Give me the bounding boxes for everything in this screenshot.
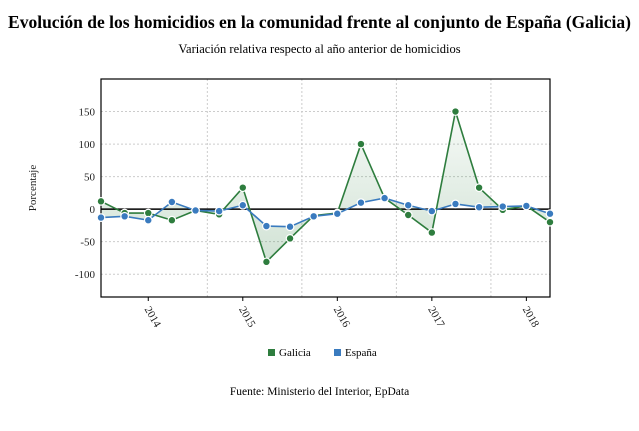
legend-label: España xyxy=(345,347,377,359)
x-tick-label: 2018 xyxy=(520,305,542,330)
data-point-españa xyxy=(96,213,106,223)
data-point-galicia xyxy=(167,215,177,225)
x-tick-label: 2017 xyxy=(425,305,447,330)
chart-title: Evolución de los homicidios en la comuni… xyxy=(8,12,631,32)
y-tick-label: -50 xyxy=(80,237,95,249)
y-tick-label: 0 xyxy=(90,204,96,216)
data-point-españa xyxy=(521,201,531,211)
data-point-galicia xyxy=(96,196,106,206)
data-point-galicia xyxy=(285,234,295,243)
plot-frame xyxy=(100,78,551,298)
data-point-españa xyxy=(191,206,200,215)
y-tick-label: 100 xyxy=(79,139,96,151)
data-point-españa xyxy=(238,200,248,210)
legend-marker xyxy=(268,349,275,356)
chart-subtitle: Variación relativa respecto al año anter… xyxy=(178,42,461,56)
x-tick-label: 2015 xyxy=(236,305,258,330)
data-point-españa xyxy=(120,211,130,221)
data-point-españa xyxy=(474,202,484,212)
data-point-galicia xyxy=(474,183,484,193)
data-point-galicia xyxy=(356,139,366,149)
data-point-españa xyxy=(403,200,413,210)
data-point-galicia xyxy=(143,208,153,218)
data-point-galicia xyxy=(545,217,555,227)
data-point-galicia xyxy=(427,228,437,237)
x-tick-label: 2016 xyxy=(331,305,353,330)
x-tick-label: 2014 xyxy=(142,305,164,330)
data-point-españa xyxy=(451,199,460,209)
data-point-españa xyxy=(380,193,389,203)
data-point-españa xyxy=(309,211,319,221)
data-point-españa xyxy=(427,206,437,216)
data-point-galicia xyxy=(403,210,413,220)
data-point-galicia xyxy=(262,257,271,267)
data-point-españa xyxy=(143,215,153,225)
y-tick-label: 50 xyxy=(84,172,96,184)
data-point-españa xyxy=(332,209,342,219)
data-point-españa xyxy=(498,202,508,211)
data-point-españa xyxy=(545,209,555,219)
legend-label: Galicia xyxy=(279,347,311,359)
chart-source: Fuente: Ministerio del Interior, EpData xyxy=(229,386,410,398)
y-tick-label: 150 xyxy=(79,107,96,119)
data-point-galicia xyxy=(451,107,460,116)
data-point-españa xyxy=(214,206,224,216)
legend-marker xyxy=(334,349,341,356)
y-axis-label: Porcentaje xyxy=(27,165,39,212)
data-point-españa xyxy=(285,222,295,232)
y-tick-label: -100 xyxy=(75,269,96,281)
data-point-españa xyxy=(356,198,366,208)
data-point-galicia xyxy=(238,183,248,193)
data-point-españa xyxy=(262,221,271,231)
difference-area xyxy=(101,111,550,262)
data-point-españa xyxy=(167,197,177,207)
